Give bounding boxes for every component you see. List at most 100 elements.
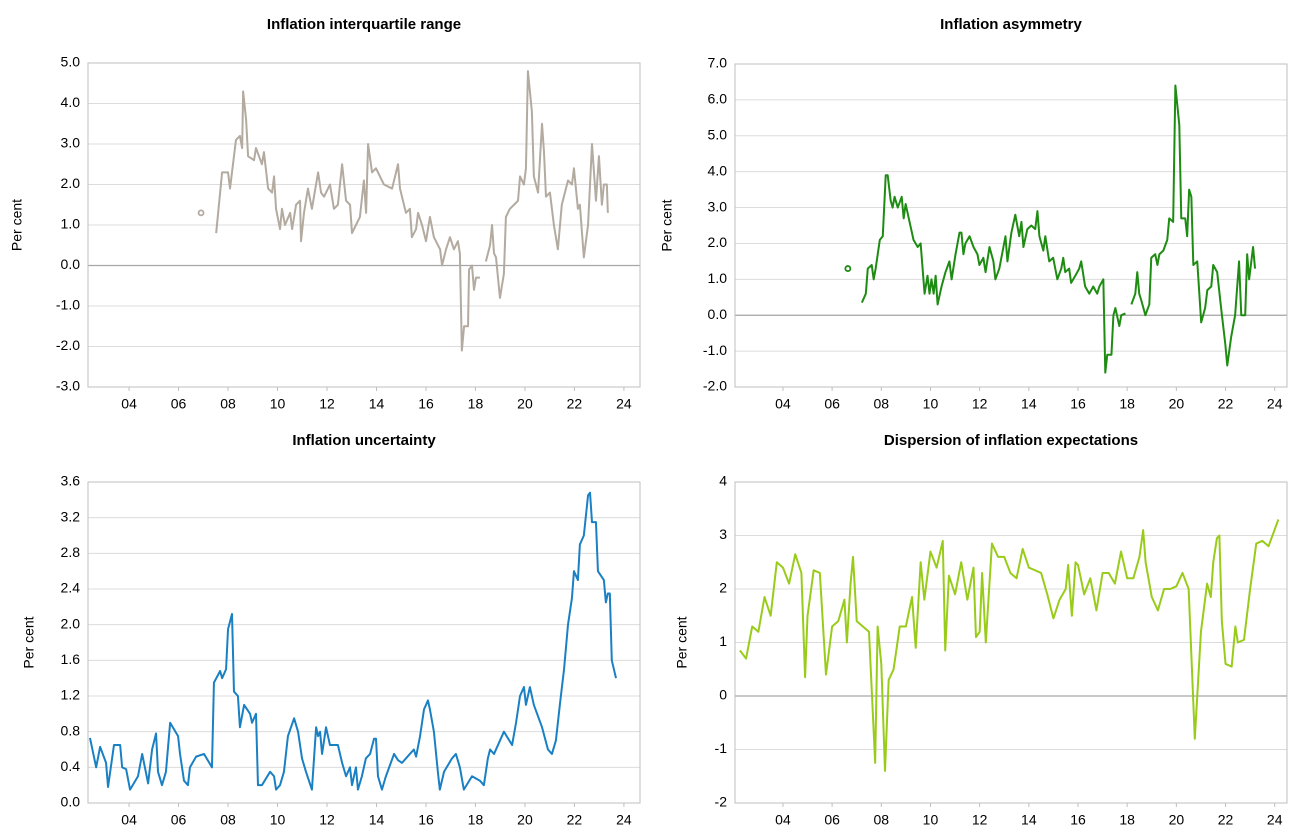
x-tick-label: 24 [1267, 812, 1283, 828]
x-tick-label: 22 [567, 812, 583, 828]
x-tick-label: 08 [220, 812, 236, 828]
x-tick-label: 10 [923, 396, 939, 412]
y-tick-label: 0.8 [61, 722, 81, 738]
x-tick-label: 22 [1218, 396, 1234, 412]
data-point [197, 209, 205, 217]
y-tick-label: -2 [715, 794, 728, 810]
x-tick-label: 16 [418, 396, 434, 412]
x-tick-label: 24 [616, 396, 632, 412]
y-tick-label: 2.0 [61, 175, 81, 191]
x-tick-label: 18 [1119, 396, 1135, 412]
x-tick-label: 24 [1267, 396, 1283, 412]
y-tick-label: 3.0 [61, 135, 81, 151]
x-tick-label: 06 [824, 812, 840, 828]
y-tick-label: 2.0 [61, 615, 81, 631]
x-tick-label: 12 [972, 396, 988, 412]
y-tick-label: 7.0 [708, 55, 728, 71]
data-point [844, 265, 852, 272]
y-axis-label: Per cent [674, 616, 690, 668]
x-tick-label: 08 [874, 812, 890, 828]
y-tick-label: 2.4 [61, 580, 81, 596]
y-tick-label: 4.0 [61, 94, 81, 110]
y-tick-label: 0.0 [61, 256, 81, 272]
x-tick-label: 14 [1021, 812, 1037, 828]
y-tick-label: 3.6 [61, 473, 81, 489]
data-line [215, 90, 480, 352]
x-tick-label: 18 [468, 396, 484, 412]
x-tick-label: 20 [1169, 396, 1185, 412]
x-tick-label: 20 [517, 812, 533, 828]
x-tick-label: 18 [1119, 812, 1135, 828]
y-tick-label: 3 [719, 526, 727, 542]
x-tick-label: 24 [616, 812, 632, 828]
x-tick-label: 10 [270, 396, 286, 412]
x-tick-label: 20 [517, 396, 533, 412]
x-tick-label: 04 [775, 812, 791, 828]
y-tick-label: 4.0 [708, 162, 728, 178]
x-tick-label: 20 [1169, 812, 1185, 828]
y-tick-label: 3.0 [708, 198, 728, 214]
y-tick-label: 2.8 [61, 544, 81, 560]
y-tick-label: 1.0 [708, 270, 728, 286]
chart-title: Inflation uncertainty [292, 432, 436, 449]
y-tick-label: 1.0 [61, 216, 81, 232]
data-line [89, 491, 617, 791]
y-tick-label: 0 [719, 687, 727, 703]
x-tick-label: 10 [923, 812, 939, 828]
x-tick-label: 22 [567, 396, 583, 412]
x-tick-label: 16 [418, 812, 434, 828]
y-axis-label: Per cent [659, 199, 675, 251]
y-tick-label: -1 [715, 740, 728, 756]
y-tick-label: -1.0 [703, 342, 727, 358]
x-tick-label: 06 [824, 396, 840, 412]
x-tick-label: 04 [121, 812, 137, 828]
y-tick-label: 4 [719, 473, 727, 489]
x-tick-label: 04 [121, 396, 137, 412]
x-tick-label: 12 [319, 812, 335, 828]
data-line [739, 519, 1280, 772]
y-tick-label: -3.0 [56, 378, 80, 394]
y-tick-label: 0.0 [708, 306, 728, 322]
y-tick-label: 2.0 [708, 234, 728, 250]
x-tick-label: 08 [220, 396, 236, 412]
y-axis-label: Per cent [9, 199, 25, 251]
x-tick-label: 12 [972, 812, 988, 828]
y-tick-label: -1.0 [56, 297, 80, 313]
x-tick-label: 16 [1070, 812, 1086, 828]
data-line [484, 70, 609, 299]
chart-title: Inflation asymmetry [940, 16, 1082, 33]
plot-frame [734, 63, 1288, 388]
x-tick-label: 14 [1021, 396, 1037, 412]
plot-frame [87, 62, 641, 388]
y-tick-label: 2 [719, 580, 727, 596]
chart-title: Dispersion of inflation expectations [884, 432, 1138, 449]
y-tick-label: 6.0 [708, 91, 728, 107]
x-tick-label: 12 [319, 396, 335, 412]
data-line [1130, 84, 1257, 367]
y-tick-label: -2.0 [56, 337, 80, 353]
x-tick-label: 08 [874, 396, 890, 412]
x-tick-label: 10 [270, 812, 286, 828]
y-axis-label: Per cent [21, 616, 37, 668]
x-tick-label: 14 [369, 396, 385, 412]
y-tick-label: 1 [719, 633, 727, 649]
x-tick-label: 06 [171, 812, 187, 828]
x-tick-label: 06 [171, 396, 187, 412]
x-tick-label: 14 [369, 812, 385, 828]
y-tick-label: 0.0 [61, 794, 81, 810]
chart-title: Inflation interquartile range [267, 16, 461, 33]
x-tick-label: 18 [468, 812, 484, 828]
y-tick-label: 0.4 [61, 758, 81, 774]
y-tick-label: 3.2 [61, 508, 81, 524]
x-tick-label: 16 [1070, 396, 1086, 412]
y-tick-label: 1.2 [61, 687, 81, 703]
plot-frame [87, 481, 641, 804]
x-tick-label: 22 [1218, 812, 1234, 828]
y-tick-label: -2.0 [703, 378, 727, 394]
y-tick-label: 1.6 [61, 651, 81, 667]
data-line [860, 174, 1126, 374]
plot-frame [734, 481, 1288, 804]
y-tick-label: 5.0 [61, 54, 81, 70]
